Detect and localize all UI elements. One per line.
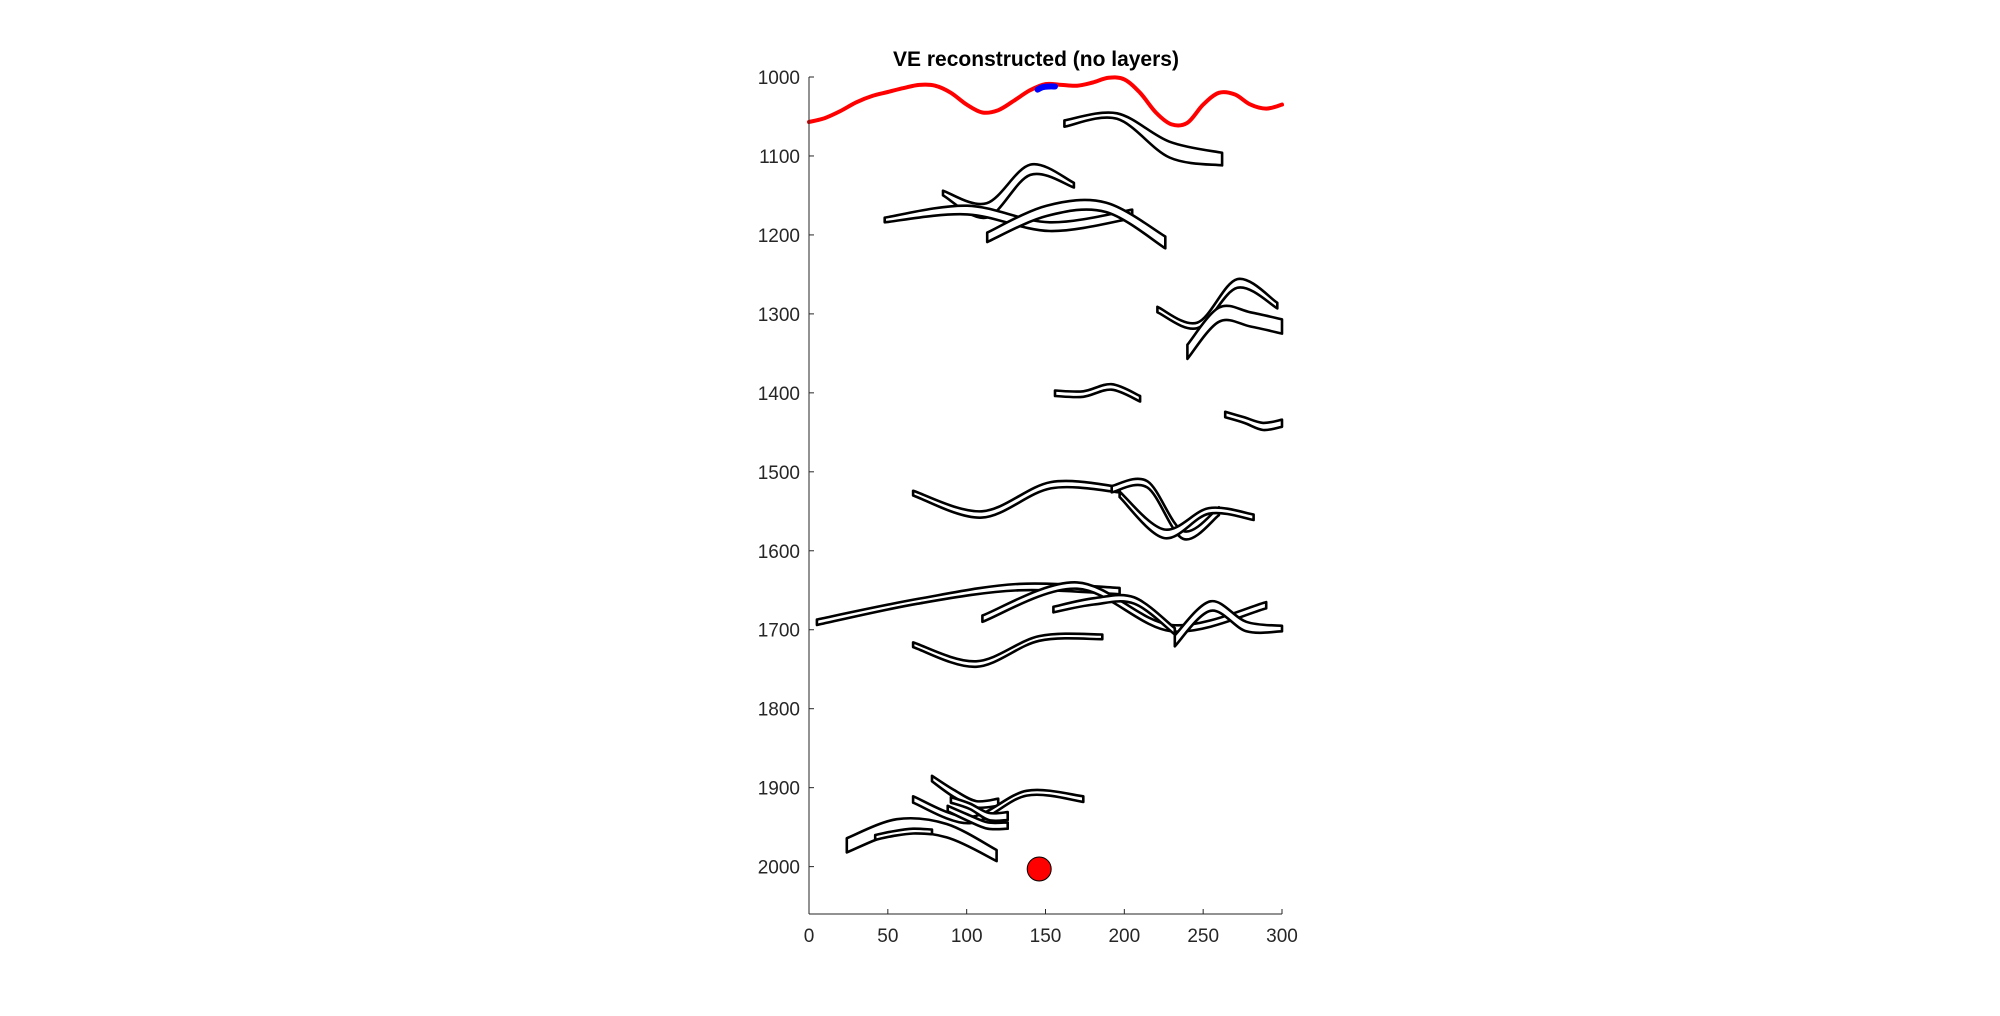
y-tick-label: 1200 bbox=[758, 226, 800, 247]
x-tick-label: 0 bbox=[804, 926, 815, 947]
y-tick-label: 1600 bbox=[758, 542, 800, 563]
y-tick-label: 1500 bbox=[758, 463, 800, 484]
chart-title: VE reconstructed (no layers) bbox=[893, 48, 1179, 71]
y-tick-label: 1000 bbox=[758, 68, 800, 89]
marker-point bbox=[1027, 857, 1051, 881]
plot-area bbox=[809, 77, 1282, 881]
y-tick-label: 1700 bbox=[758, 621, 800, 642]
x-tick-label: 250 bbox=[1187, 926, 1219, 947]
body-outline-b16 bbox=[913, 634, 1102, 667]
short-segment-line bbox=[1038, 86, 1055, 89]
x-tick-label: 50 bbox=[877, 926, 898, 947]
y-tick-label: 1800 bbox=[758, 700, 800, 721]
body-outline-b8 bbox=[1225, 412, 1282, 430]
y-tick-label: 1100 bbox=[759, 147, 800, 168]
body-outline-b9 bbox=[913, 481, 1120, 518]
body-outline-b1 bbox=[1064, 113, 1222, 166]
y-tick-label: 1400 bbox=[758, 384, 800, 405]
y-tick-label: 2000 bbox=[758, 858, 800, 879]
y-tick-label: 1300 bbox=[758, 305, 800, 326]
y-tick-label: 1900 bbox=[758, 779, 800, 800]
body-outline-b6 bbox=[1187, 306, 1282, 359]
x-tick-label: 150 bbox=[1030, 926, 1062, 947]
x-tick-label: 200 bbox=[1108, 926, 1140, 947]
x-tick-label: 100 bbox=[951, 926, 983, 947]
body-outline-b7 bbox=[1055, 384, 1140, 401]
x-tick-label: 300 bbox=[1266, 926, 1298, 947]
